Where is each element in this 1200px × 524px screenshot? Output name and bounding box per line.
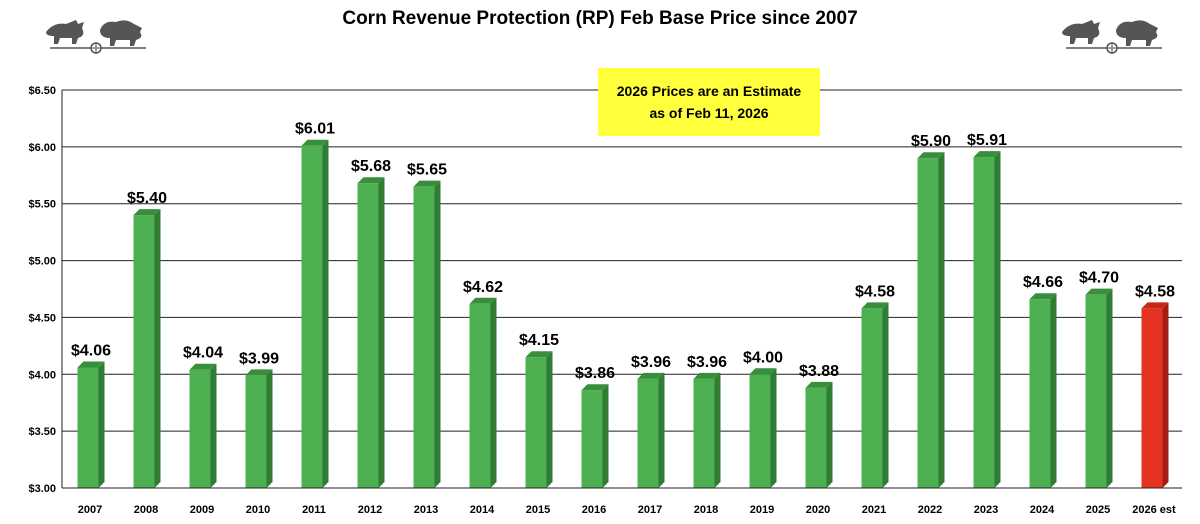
data-label: $4.58	[855, 283, 895, 300]
bar	[413, 180, 441, 488]
y-tick-label: $6.00	[28, 142, 56, 154]
bar	[973, 151, 1001, 488]
x-tick-label: 2022	[918, 504, 942, 516]
x-tick-label: 2007	[78, 504, 102, 516]
x-tick-label: 2013	[414, 504, 438, 516]
y-tick-label: $4.50	[28, 312, 56, 324]
y-tick-label: $5.50	[28, 199, 56, 211]
bull-bear-logo-right	[1058, 10, 1168, 59]
bar	[581, 384, 609, 488]
data-label: $4.06	[71, 342, 111, 359]
x-tick-label: 2014	[470, 504, 495, 516]
data-label: $4.15	[519, 332, 559, 349]
data-label: $3.86	[575, 365, 615, 382]
bar	[469, 297, 497, 488]
data-label: $4.62	[463, 279, 503, 296]
bar	[637, 372, 665, 488]
data-label: $4.70	[1079, 270, 1119, 287]
bar	[1085, 288, 1113, 488]
bull-bear-logo-left	[42, 10, 152, 59]
bar	[133, 209, 161, 489]
x-tick-label: 2017	[638, 504, 662, 516]
data-label: $3.96	[631, 354, 671, 371]
x-tick-label: 2010	[246, 504, 270, 516]
data-label: $4.04	[183, 345, 223, 362]
x-tick-label: 2018	[694, 504, 718, 516]
y-tick-label: $3.00	[28, 483, 56, 495]
bar	[749, 368, 777, 488]
data-label: $4.58	[1135, 283, 1175, 300]
bar	[301, 139, 329, 488]
bar	[1029, 293, 1057, 488]
bar	[189, 363, 217, 488]
bar	[917, 152, 945, 488]
x-tick-label: 2016	[582, 504, 606, 516]
bar	[525, 351, 553, 488]
data-label: $4.66	[1023, 274, 1063, 291]
x-tick-label: 2015	[526, 504, 550, 516]
bar	[357, 177, 385, 488]
bar	[1141, 302, 1169, 488]
data-label: $5.68	[351, 158, 391, 175]
data-label: $3.96	[687, 354, 727, 371]
x-tick-label: 2026 est	[1132, 504, 1176, 516]
y-tick-label: $5.00	[28, 256, 56, 268]
x-tick-label: 2020	[806, 504, 830, 516]
estimate-note: 2026 Prices are an Estimate as of Feb 11…	[598, 68, 820, 136]
x-tick-label: 2011	[302, 504, 326, 516]
chart-title: Corn Revenue Protection (RP) Feb Base Pr…	[342, 8, 858, 29]
y-tick-label: $6.50	[28, 85, 56, 97]
data-label: $5.65	[407, 162, 447, 179]
data-label: $5.91	[967, 132, 1007, 149]
data-label: $6.01	[295, 121, 335, 138]
x-tick-label: 2021	[862, 504, 886, 516]
data-label: $5.40	[127, 190, 167, 207]
x-tick-label: 2012	[358, 504, 382, 516]
y-tick-label: $4.00	[28, 369, 56, 381]
data-label: $4.00	[743, 349, 783, 366]
bar	[245, 369, 273, 488]
x-tick-label: 2019	[750, 504, 774, 516]
bar	[77, 361, 105, 488]
x-tick-label: 2025	[1086, 504, 1110, 516]
x-tick-label: 2023	[974, 504, 998, 516]
bar	[693, 372, 721, 488]
x-tick-label: 2008	[134, 504, 158, 516]
bar	[805, 381, 833, 488]
y-tick-label: $3.50	[28, 426, 56, 438]
data-label: $5.90	[911, 133, 951, 150]
data-label: $3.88	[799, 363, 839, 380]
x-tick-label: 2024	[1030, 504, 1055, 516]
x-tick-label: 2009	[190, 504, 214, 516]
data-label: $3.99	[239, 350, 279, 367]
estimate-note-text: 2026 Prices are an Estimate as of Feb 11…	[616, 83, 802, 121]
bar	[861, 302, 889, 488]
